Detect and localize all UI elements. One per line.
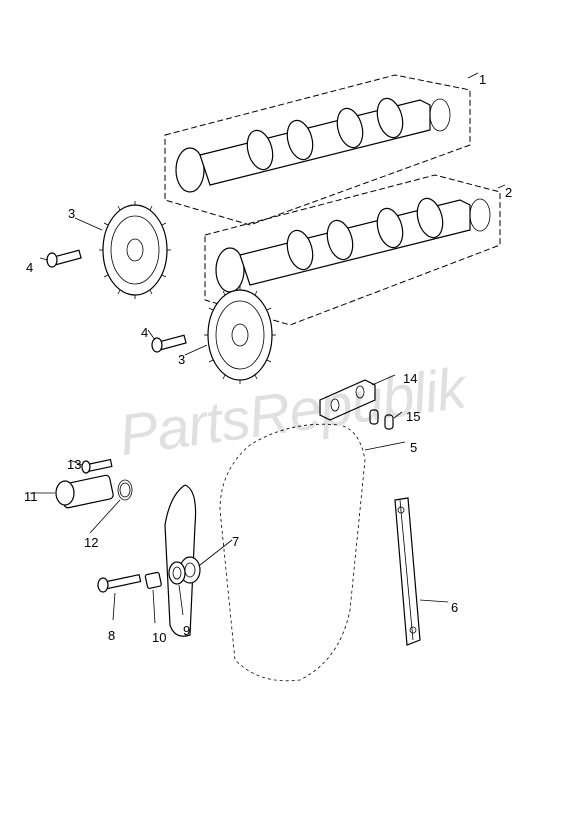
callout-5: 5 xyxy=(410,440,417,455)
callout-3: 3 xyxy=(68,206,75,221)
callout-10: 10 xyxy=(152,630,166,645)
tensioner-assembly xyxy=(30,455,170,545)
callout-14: 14 xyxy=(403,371,417,386)
callout-13: 13 xyxy=(67,457,81,472)
callout-9: 9 xyxy=(183,623,190,638)
callout-11: 11 xyxy=(24,489,38,504)
callout-4: 4 xyxy=(26,260,33,275)
chain-guide xyxy=(370,490,470,670)
callout-4b: 4 xyxy=(141,325,148,340)
callout-8: 8 xyxy=(108,628,115,643)
callout-6: 6 xyxy=(451,600,458,615)
callout-7: 7 xyxy=(232,534,239,549)
parts-diagram: PartsRepublik xyxy=(0,0,583,824)
callout-1: 1 xyxy=(479,72,486,87)
sprocket-lower xyxy=(145,285,305,405)
callout-12: 12 xyxy=(84,535,98,550)
callout-3b: 3 xyxy=(178,352,185,367)
callout-15: 15 xyxy=(406,409,420,424)
mounting-hardware xyxy=(95,555,215,625)
callout-2: 2 xyxy=(505,185,512,200)
